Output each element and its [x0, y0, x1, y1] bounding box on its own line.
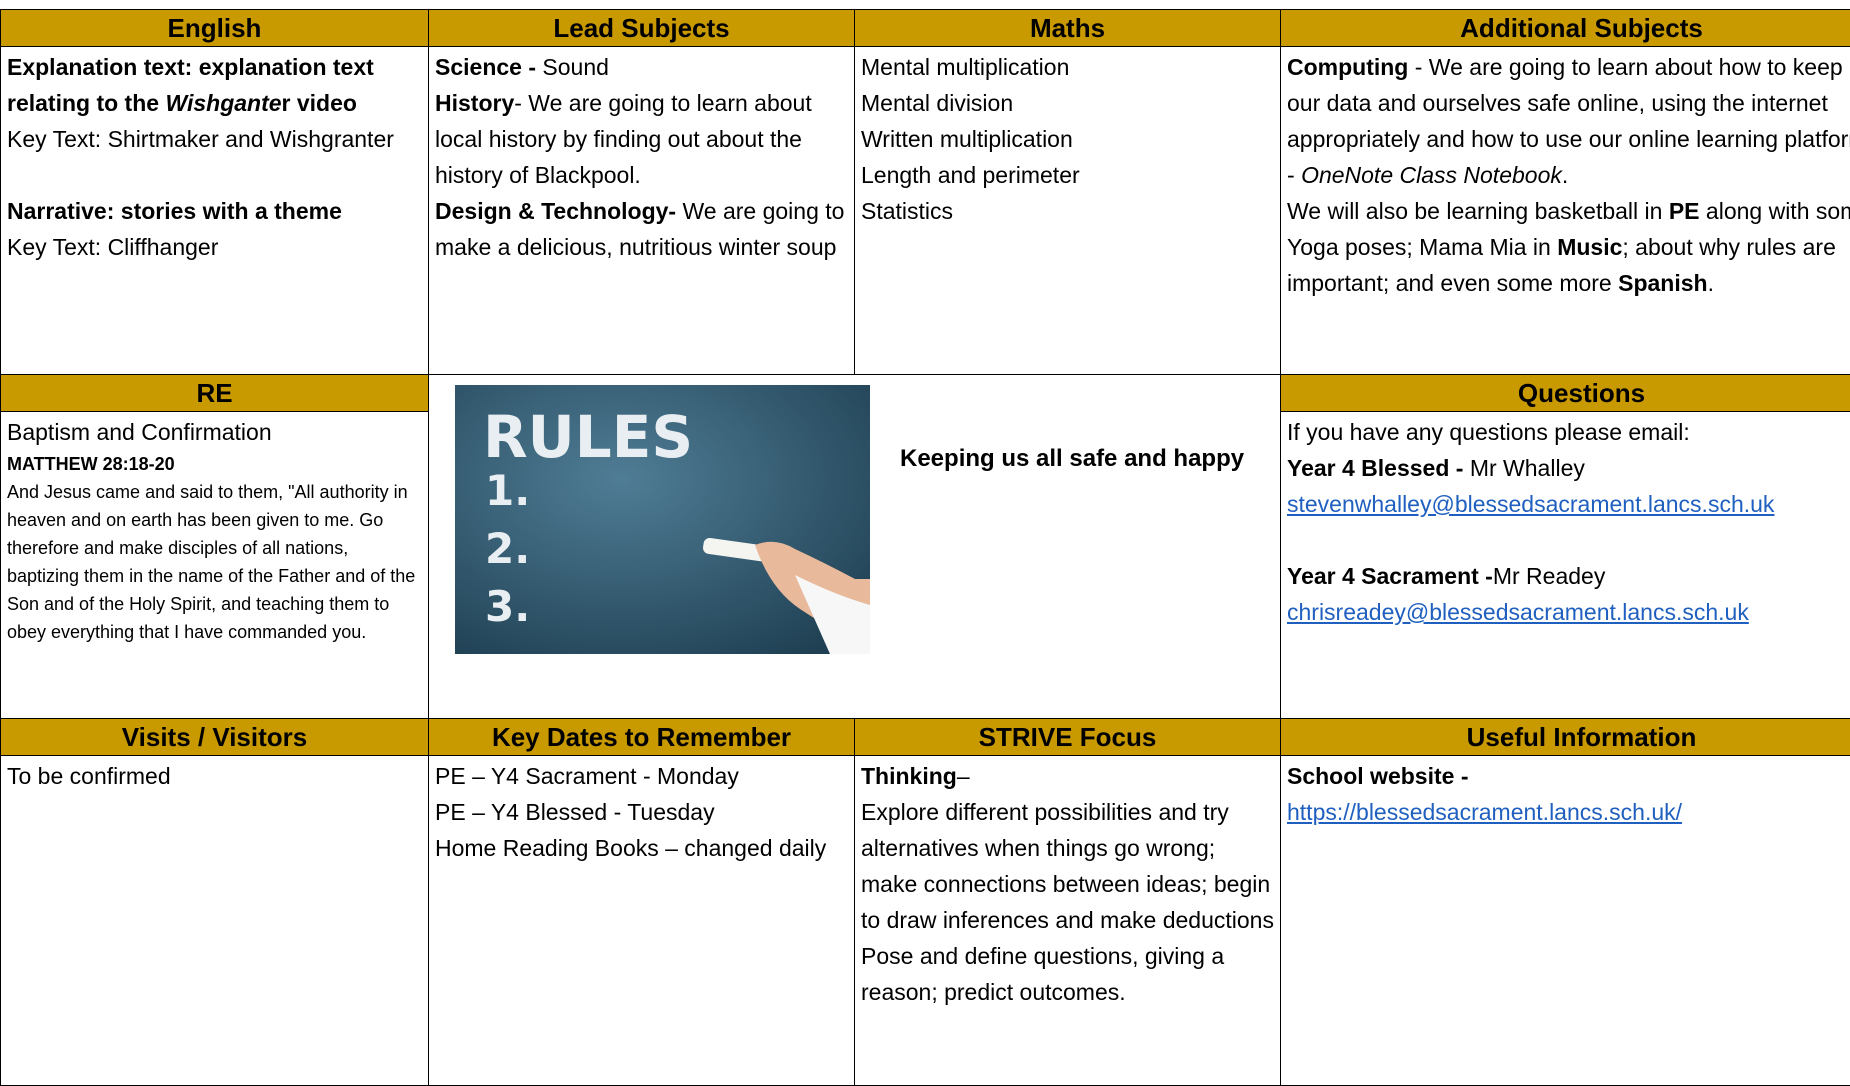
- header: English: [1, 10, 429, 47]
- text: We will also be learning basketball in: [1287, 198, 1669, 224]
- visits-cell: To be confirmed: [1, 756, 429, 1086]
- paragraph: Design & Technology- We are going to mak…: [435, 193, 848, 265]
- header: Useful Information: [1281, 719, 1850, 756]
- row: To be confirmed PE – Y4 Sacrament - Mond…: [1, 756, 1850, 1086]
- header: RE: [1, 375, 429, 412]
- list-item: Home Reading Books – changed daily: [435, 830, 848, 866]
- email-link[interactable]: stevenwhalley@blessedsacrament.lancs.sch…: [1287, 491, 1774, 517]
- text: –: [957, 763, 970, 789]
- paragraph: Explanation text: explanation text relat…: [7, 49, 422, 121]
- useful-cell: School website - https://blessedsacramen…: [1281, 756, 1850, 1086]
- paragraph: Thinking–: [861, 758, 1274, 794]
- text: Computing: [1287, 54, 1408, 80]
- text: Narrative: stories with a theme: [7, 198, 342, 224]
- header: Questions: [1281, 375, 1850, 412]
- image-item: 1.: [485, 466, 530, 515]
- header-row: Visits / Visitors Key Dates to Remember …: [1, 719, 1850, 756]
- text: Design & Technology-: [435, 198, 676, 224]
- text: Mr Readey: [1493, 563, 1605, 589]
- rules-image: RULES 1. 2. 3.: [455, 385, 870, 654]
- text: Year 4 Sacrament -: [1287, 563, 1493, 589]
- text: Year 4 Blessed -: [1287, 455, 1470, 481]
- paragraph: History- We are going to learn about loc…: [435, 85, 848, 193]
- header: Maths: [855, 10, 1281, 47]
- rules-panel: RULES 1. 2. 3. Keeping us all safe and hap…: [455, 385, 1280, 654]
- header: STRIVE Focus: [855, 719, 1281, 756]
- paragraph: Pose and define questions, giving a reas…: [861, 938, 1274, 1010]
- paragraph: Year 4 Sacrament -Mr Readey: [1287, 558, 1850, 594]
- list-item: PE – Y4 Sacrament - Monday: [435, 758, 848, 794]
- image-title: RULES: [483, 403, 693, 471]
- lead-cell: Science - Sound History- We are going to…: [429, 47, 855, 375]
- website-link[interactable]: https://blessedsacrament.lancs.sch.uk/: [1287, 799, 1682, 825]
- list-item: Written multiplication: [861, 121, 1274, 157]
- paragraph: Key Text: Shirtmaker and Wishgranter: [7, 121, 422, 157]
- header-row: English Lead Subjects Maths Additional S…: [1, 10, 1850, 47]
- row: Explanation text: explanation text relat…: [1, 47, 1850, 375]
- paragraph: Narrative: stories with a theme: [7, 193, 422, 229]
- english-cell: Explanation text: explanation text relat…: [1, 47, 429, 375]
- paragraph: Year 4 Blessed - Mr Whalley: [1287, 450, 1850, 486]
- re-reference: MATTHEW 28:18-20: [7, 450, 422, 478]
- text: .: [1562, 162, 1568, 188]
- header: Lead Subjects: [429, 10, 855, 47]
- list-item: Mental division: [861, 85, 1274, 121]
- additional-cell: Computing - We are going to learn about …: [1281, 47, 1850, 375]
- paragraph: Explore different possibilities and try …: [861, 794, 1274, 938]
- text: Spanish: [1618, 270, 1707, 296]
- list-item: PE – Y4 Blessed - Tuesday: [435, 794, 848, 830]
- text: Wishgante: [165, 90, 281, 116]
- header: Visits / Visitors: [1, 719, 429, 756]
- header-row: RE RULES 1.2.3. Keeping us all safe and …: [1, 375, 1850, 412]
- header: Key Dates to Remember: [429, 719, 855, 756]
- rules-cell: RULES 1. 2. 3. Keeping us all safe and hap…: [429, 375, 1281, 719]
- re-text: And Jesus came and said to them, "All au…: [7, 478, 422, 646]
- image-item: 2.: [485, 524, 530, 573]
- text: PE: [1669, 198, 1700, 224]
- text: .: [1708, 270, 1714, 296]
- text: Sound: [542, 54, 609, 80]
- paragraph: If you have any questions please email:: [1287, 414, 1850, 450]
- paragraph: We will also be learning basketball in P…: [1287, 193, 1850, 301]
- image-item: 3.: [485, 582, 530, 631]
- strive-cell: Thinking– Explore different possibilitie…: [855, 756, 1281, 1086]
- text: History: [435, 90, 514, 116]
- text: Mr Whalley: [1470, 455, 1585, 481]
- text: Science -: [435, 54, 542, 80]
- text: r video: [282, 90, 357, 116]
- text: School website -: [1287, 763, 1468, 789]
- re-cell: Baptism and Confirmation MATTHEW 28:18-2…: [1, 412, 429, 719]
- caption: Keeping us all safe and happy: [870, 385, 1244, 475]
- list-item: Length and perimeter: [861, 157, 1274, 193]
- timetable: English Lead Subjects Maths Additional S…: [0, 9, 1850, 1086]
- questions-cell: If you have any questions please email: …: [1281, 412, 1850, 719]
- text: OneNote Class Notebook: [1301, 162, 1562, 188]
- paragraph: Key Text: Cliffhanger: [7, 229, 422, 265]
- list-item: Mental multiplication: [861, 49, 1274, 85]
- text: Thinking: [861, 763, 957, 789]
- list-item: Statistics: [861, 193, 1274, 229]
- text: Music: [1557, 234, 1622, 260]
- paragraph: Science - Sound: [435, 49, 848, 85]
- header: Additional Subjects: [1281, 10, 1850, 47]
- paragraph: Computing - We are going to learn about …: [1287, 49, 1850, 193]
- email-link[interactable]: chrisreadey@blessedsacrament.lancs.sch.u…: [1287, 599, 1749, 625]
- re-title: Baptism and Confirmation: [7, 414, 422, 450]
